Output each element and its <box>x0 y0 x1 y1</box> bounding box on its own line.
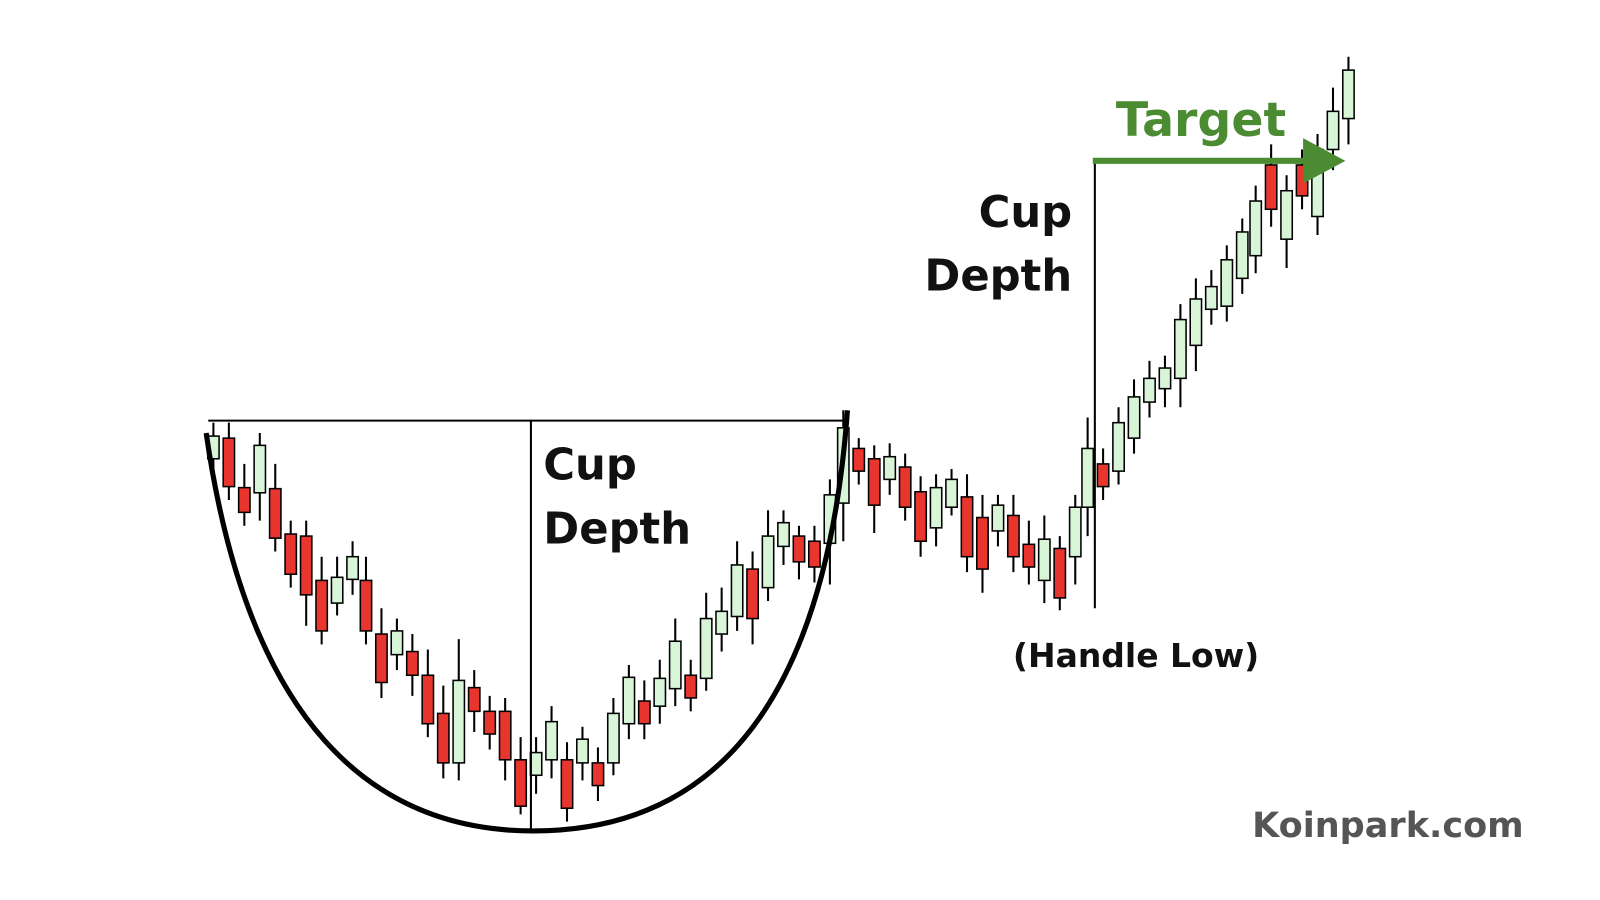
depth-label: Depth <box>543 504 691 554</box>
candle-body <box>1189 298 1203 347</box>
candle-body <box>330 576 344 604</box>
candle-body <box>1173 318 1187 380</box>
candle-body <box>299 535 313 596</box>
target-arrowhead <box>1303 138 1346 184</box>
candle-body <box>730 564 744 618</box>
candle-body <box>1280 189 1294 240</box>
candle-body <box>1204 285 1218 311</box>
candle-body <box>421 674 435 725</box>
candle-body <box>606 712 620 764</box>
cup-label: Cup <box>979 188 1073 238</box>
candle-body <box>1096 463 1110 488</box>
handle-low-label: (Handle Low) <box>1013 636 1259 675</box>
candle-body <box>898 466 912 508</box>
candle-body <box>1143 377 1156 403</box>
candle-body <box>452 679 466 764</box>
candle-body <box>792 535 806 563</box>
candle-body <box>405 650 419 677</box>
candle-body <box>637 700 651 725</box>
candle-body <box>1112 421 1125 472</box>
candle-body <box>777 521 790 548</box>
cup-curve <box>203 410 850 834</box>
candle-body <box>867 457 881 506</box>
candle-body <box>1127 396 1141 439</box>
candle-body <box>284 533 298 575</box>
candle-body <box>761 535 775 589</box>
candle-body <box>1326 110 1340 151</box>
candles <box>206 56 1355 822</box>
candle-body <box>1158 367 1172 390</box>
candle-body <box>883 455 897 481</box>
candle-body <box>1022 543 1036 568</box>
candle-body <box>929 486 943 529</box>
candle-body <box>237 486 251 514</box>
cup-label: Cup <box>543 440 637 490</box>
candle-body <box>1037 538 1051 582</box>
candle-body <box>1264 164 1278 211</box>
candle-body <box>960 496 974 558</box>
candle-body <box>976 516 989 570</box>
candle-body <box>253 444 267 494</box>
candle-body <box>483 710 497 735</box>
candle-body <box>1342 69 1355 120</box>
candle-body <box>1235 231 1249 280</box>
candle-body <box>375 633 388 684</box>
candle-body <box>1220 259 1234 307</box>
depth-label: Depth <box>924 252 1072 302</box>
candle-body <box>991 504 1005 532</box>
candle-body <box>359 579 373 632</box>
candle-body <box>268 487 282 539</box>
candle-body <box>715 610 729 635</box>
candle-body <box>807 540 821 568</box>
target-label: Target <box>1116 93 1286 148</box>
candle-body <box>222 437 236 488</box>
candle-body <box>684 674 698 699</box>
candle-body <box>514 759 528 807</box>
candle-body <box>390 630 404 656</box>
candle-body <box>436 712 450 764</box>
watermark: Koinpark.com <box>1252 805 1524 846</box>
candle-body <box>699 617 713 680</box>
candle-body <box>529 751 543 777</box>
candle-body <box>1006 514 1020 558</box>
candle-body <box>346 555 360 581</box>
candle-body <box>945 478 958 508</box>
candle-body <box>1081 447 1095 508</box>
candle-body <box>914 490 928 543</box>
candle-body <box>668 640 682 690</box>
candle-body <box>746 568 760 620</box>
candle-body <box>576 738 589 764</box>
candle-body <box>1053 547 1067 599</box>
candle-body <box>498 710 512 761</box>
candle-body <box>1249 200 1263 257</box>
candle-body <box>591 762 605 787</box>
candle-body <box>622 676 636 725</box>
candle-body <box>653 677 667 707</box>
candle-body <box>852 447 866 472</box>
candle-body <box>315 579 329 632</box>
candle-body <box>467 686 481 713</box>
candle-body <box>1068 506 1082 558</box>
candle-body <box>545 720 558 761</box>
candle-body <box>560 759 574 810</box>
